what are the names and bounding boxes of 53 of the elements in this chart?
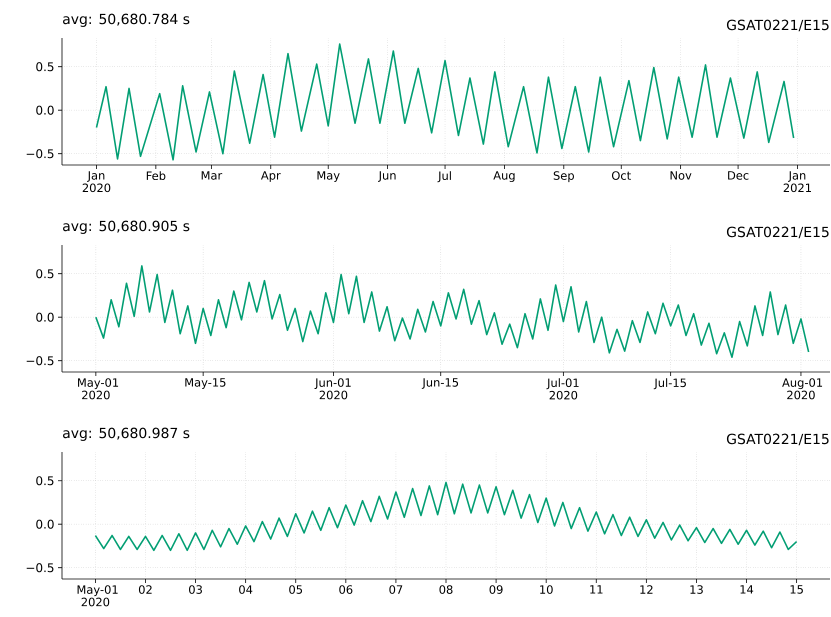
x-tick-label: Jun-01 2020 xyxy=(314,378,351,400)
x-tick-label: 04 xyxy=(239,585,252,594)
line-series xyxy=(96,43,794,161)
x-tick-label: Jul-15 xyxy=(654,378,686,390)
x-tick-label: Jul xyxy=(438,171,451,182)
chart-title: avg: 50,680.987 s xyxy=(63,428,190,441)
x-tick-label: Feb xyxy=(146,171,166,180)
x-tick-label: Jun-15 xyxy=(422,378,458,389)
x-tick-label: Oct xyxy=(612,171,631,180)
x-tick-label: May xyxy=(318,171,340,182)
x-tick-label: 09 xyxy=(490,585,503,594)
x-tick-label: 08 xyxy=(439,585,452,594)
x-tick-label: 12 xyxy=(640,585,652,594)
x-tick-label: 14 xyxy=(740,585,754,594)
y-tick-label: −0.5 xyxy=(26,356,54,366)
x-tick-label: 15 xyxy=(790,585,803,594)
x-tick-label: 13 xyxy=(690,585,703,594)
x-tick-label: 02 xyxy=(138,585,152,594)
y-tick-label: 0.5 xyxy=(36,62,54,72)
x-tick-label: Jan 2020 xyxy=(82,171,110,192)
x-tick-label: Nov xyxy=(670,171,692,180)
x-tick-label: 06 xyxy=(339,585,352,594)
x-tick-label: 10 xyxy=(540,585,553,594)
x-tick-label: Jan 2021 xyxy=(784,171,811,192)
x-tick-label: Jun xyxy=(378,171,396,182)
y-tick-label: 0.0 xyxy=(36,106,54,115)
y-tick-label: −0.5 xyxy=(26,563,54,572)
text: GSAT0221/E15 xyxy=(726,226,829,238)
x-tick-label: 11 xyxy=(590,585,602,594)
x-tick-label: Sep xyxy=(554,171,574,182)
x-tick-label: Jul-01 2020 xyxy=(546,378,579,400)
x-tick-label: Apr xyxy=(260,171,281,182)
x-tick-label: May-01 2020 xyxy=(78,585,118,606)
x-tick-label: Aug xyxy=(493,171,515,182)
x-tick-label: 03 xyxy=(189,585,202,594)
text: GSAT0221/E15 xyxy=(726,434,829,446)
y-tick-label: −0.5 xyxy=(26,149,54,158)
text: GSAT0221/E15 xyxy=(726,20,829,32)
x-tick-label: 07 xyxy=(389,585,402,594)
line-series xyxy=(94,482,798,552)
x-tick-label: May-15 xyxy=(185,378,226,389)
chart-title: avg: 50,680.905 s xyxy=(63,220,190,234)
x-tick-label: Mar xyxy=(202,171,222,180)
x-tick-label: Dec xyxy=(728,171,748,180)
line-series xyxy=(95,265,810,358)
y-tick-label: 0.5 xyxy=(36,476,54,486)
x-tick-label: 05 xyxy=(289,585,302,594)
y-tick-label: 0.5 xyxy=(36,269,54,278)
x-tick-label: May-01 2020 xyxy=(78,378,118,400)
y-tick-label: 0.0 xyxy=(36,520,54,529)
y-tick-label: 0.0 xyxy=(36,312,54,322)
x-tick-label: Aug-01 2020 xyxy=(782,378,822,400)
chart-title: avg: 50,680.784 s xyxy=(63,14,190,27)
